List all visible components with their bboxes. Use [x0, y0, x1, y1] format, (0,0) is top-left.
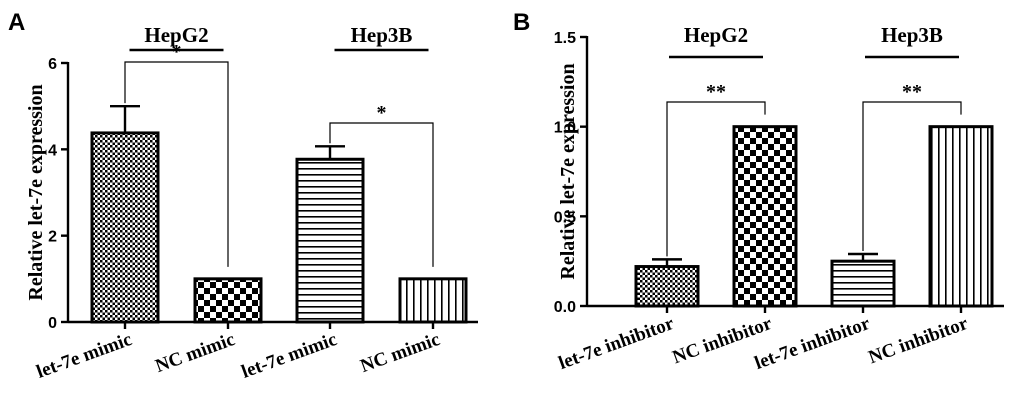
group-label: Hep3B [351, 23, 413, 47]
bar [634, 265, 700, 308]
y-tick-label: 0 [48, 315, 57, 332]
significance-bracket [666, 101, 766, 257]
bar [830, 259, 896, 308]
group-label: Hep3B [881, 23, 943, 47]
y-tick-label: 1.5 [554, 30, 576, 47]
bar [193, 277, 263, 324]
category-label: let-7e mimic [34, 329, 135, 383]
group-label: HepG2 [684, 23, 748, 47]
y-axis-label: Relative let-7e expression [25, 84, 47, 300]
y-axis-label: Relative let-7e expression [557, 63, 579, 279]
panel-label: A [8, 9, 25, 36]
significance-bracket [124, 61, 229, 267]
panel-label: B [513, 9, 530, 36]
y-tick-label: 4 [48, 142, 57, 159]
significance-label: ** [902, 81, 922, 103]
significance-bracket [329, 122, 434, 267]
y-tick-label: 6 [48, 56, 57, 73]
bar [398, 277, 468, 324]
bar [928, 125, 994, 308]
category-label: NC mimic [358, 329, 443, 377]
category-label: NC inhibitor [866, 313, 971, 368]
significance-bracket [862, 101, 962, 251]
category-label: let-7e mimic [239, 329, 340, 383]
y-tick-label: 2 [48, 229, 57, 246]
bar [90, 131, 160, 324]
category-label: NC mimic [153, 329, 238, 377]
panel-b: B Relative let-7e expression 0.0 0.5 1.0 1.5 l… [513, 9, 1004, 374]
significance-label: ** [706, 81, 726, 103]
bar [295, 157, 365, 324]
y-tick-label: 0.0 [554, 299, 576, 316]
significance-label: * [377, 102, 387, 124]
y-tick-label: 1.0 [554, 120, 576, 137]
category-label: let-7e inhibitor [556, 313, 677, 374]
bar [732, 125, 798, 308]
significance-label: * [172, 41, 182, 63]
y-tick-label: 0.5 [554, 209, 576, 226]
group-label: HepG2 [144, 23, 208, 47]
